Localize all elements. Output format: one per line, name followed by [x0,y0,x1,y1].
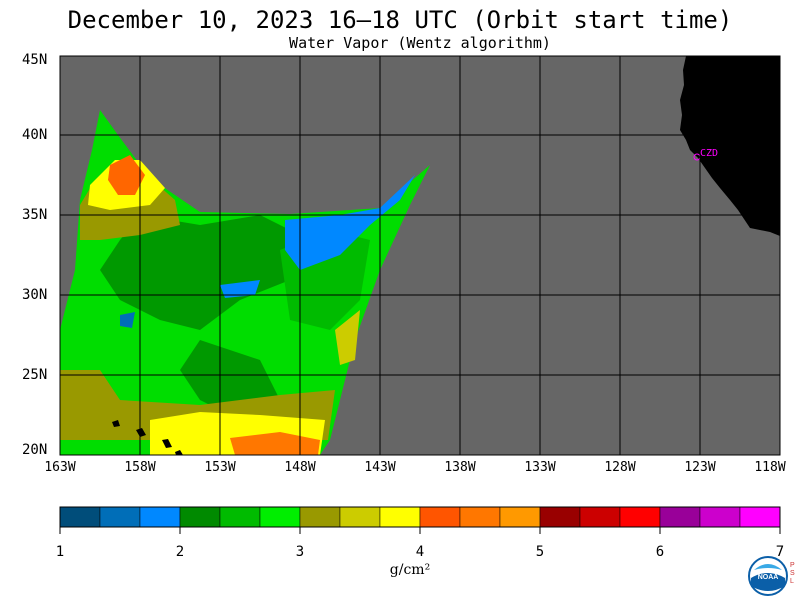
swath-blue [285,175,415,270]
colorbar-swatch [739,506,781,528]
lon-label-143w: 143W [364,460,396,475]
colorbar-tick-3: 3 [295,544,305,560]
lon-label-163w: 163W [44,460,76,475]
colorbar-swatch [379,506,421,528]
colorbar-unit-label: g/cm² [389,562,431,578]
lon-label-153w: 153W [204,460,236,475]
swath-dark-green [100,215,300,330]
swath-orange-north [108,155,145,195]
colorbar-swatch [299,506,341,528]
graticule [60,56,780,455]
lon-label-133w: 133W [524,460,556,475]
psl-logo-text: P S L [790,562,795,585]
noaa-logo-text: NOAA [758,574,779,581]
colorbar-swatch [179,506,221,528]
noaa-logo[interactable]: NOAA [748,556,788,596]
colorbar-tick-1: 1 [55,544,65,560]
colorbar-swatch [619,506,661,528]
land-hawaii [112,420,183,455]
lon-label-118w: 118W [754,460,786,475]
map-frame [59,55,781,456]
colorbar-tick-7: 7 [775,544,785,560]
colorbar-swatch [499,506,541,528]
swath-blue-small-2 [120,312,135,328]
lon-label-123w: 123W [684,460,716,475]
lat-label-30n: 30N [22,287,48,303]
lon-label-158w: 158W [124,460,156,475]
colorbar-swatch [579,506,621,528]
swath-layer [60,110,430,455]
lon-label-128w: 128W [604,460,636,475]
colorbar-swatch [659,506,701,528]
colorbar-swatch [99,506,141,528]
colorbar-swatch [539,506,581,528]
colorbar-swatch [59,506,101,528]
station-label: CZD [700,148,718,159]
swath-blue-small [220,280,260,298]
colorbar-swatch [459,506,501,528]
land-north-america [680,56,780,236]
colorbar-swatch [339,506,381,528]
lat-label-40n: 40N [22,127,48,143]
colorbar [59,506,781,534]
lat-label-25n: 25N [22,367,48,383]
colorbar-swatch [259,506,301,528]
lat-label-35n: 35N [22,207,48,223]
lon-label-138w: 138W [444,460,476,475]
chart-subtitle: Water Vapor (Wentz algorithm) [289,34,551,52]
lat-label-45n: 45N [22,52,48,68]
chart-title: December 10, 2023 16–18 UTC (Orbit start… [67,6,733,34]
lat-label-20n: 20N [22,442,48,458]
lon-label-148w: 148W [284,460,316,475]
colorbar-swatch [219,506,261,528]
swath-orange-south [230,432,320,455]
colorbar-swatch [419,506,461,528]
colorbar-swatch [139,506,181,528]
swath-east-edge [335,310,360,365]
colorbar-tick-4: 4 [415,544,425,560]
colorbar-swatch [699,506,741,528]
colorbar-tick-2: 2 [175,544,185,560]
colorbar-tick-5: 5 [535,544,545,560]
colorbar-tick-6: 6 [655,544,665,560]
